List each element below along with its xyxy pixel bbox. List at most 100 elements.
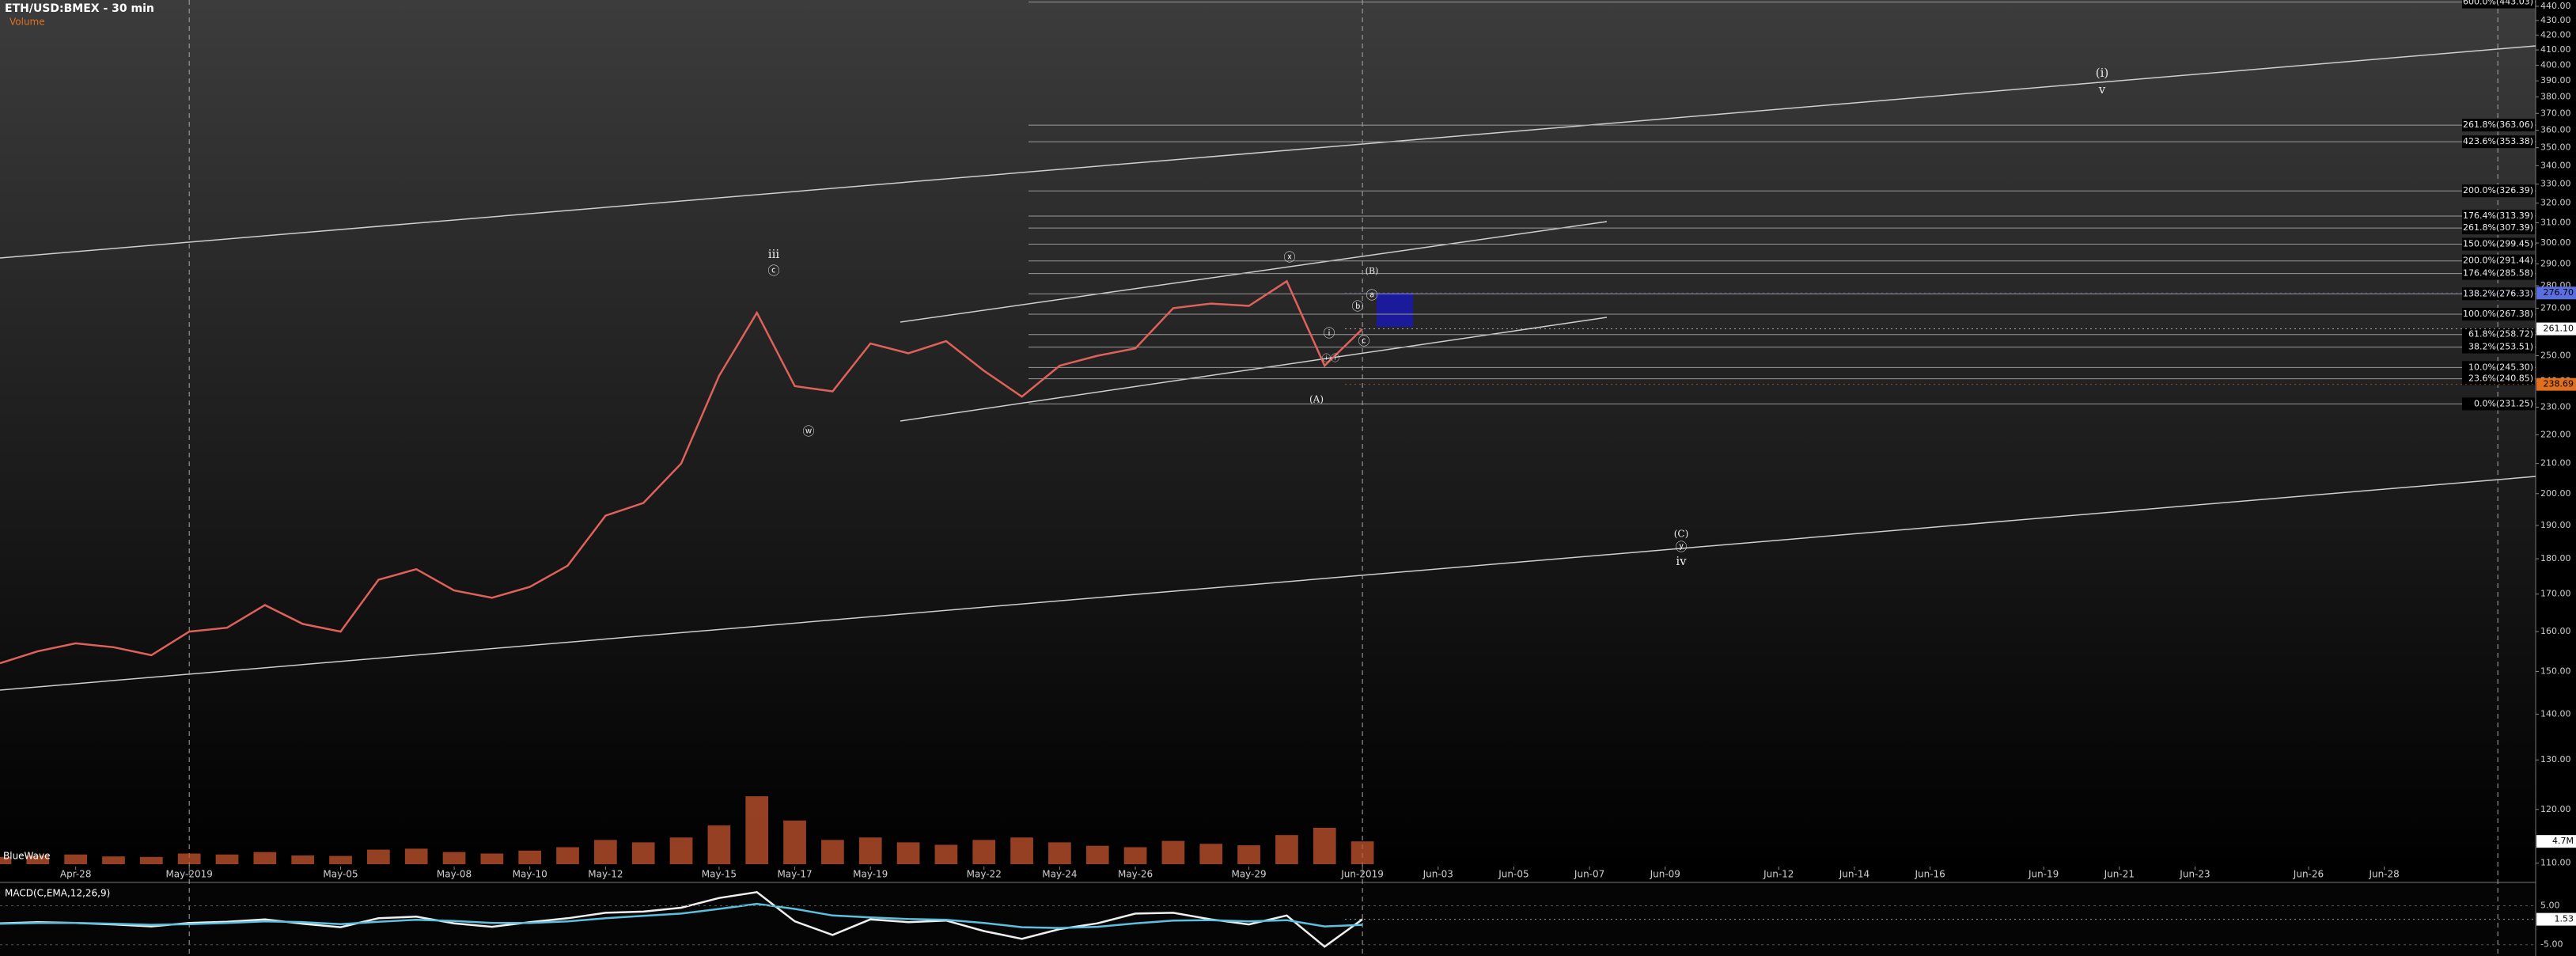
x-tick-label: Jun-2019 [1340, 869, 1384, 880]
volume-bar [404, 848, 428, 864]
volume-bar [594, 840, 617, 864]
volume-bar [253, 852, 277, 864]
price-marker-label: 238.69 [2544, 379, 2574, 389]
y-tick-label: 200.00 [2540, 488, 2571, 499]
y-tick-label: 330.00 [2540, 179, 2571, 189]
y-tick-label: 440.00 [2540, 1, 2571, 11]
price-marker [2536, 322, 2576, 336]
y-tick-label: 220.00 [2540, 429, 2571, 439]
volume-bar [1199, 844, 1223, 864]
volume-bar [64, 854, 88, 864]
fib-label: 23.6%(240.85) [2468, 374, 2533, 384]
y-tick-label: 190.00 [2540, 520, 2571, 530]
fib-label-bg [2462, 209, 2535, 222]
y-tick-label: 310.00 [2540, 217, 2571, 227]
series-line [0, 890, 1363, 948]
y-tick-label: 340.00 [2540, 160, 2571, 170]
price-marker [2536, 377, 2576, 391]
fib-label-bg [2462, 307, 2535, 321]
fib-label: 10.0%(245.30) [2468, 362, 2533, 372]
volume-bar [442, 852, 466, 864]
volume-bar [1123, 847, 1147, 864]
target-box [1377, 293, 1413, 327]
volume-bar [0, 856, 12, 864]
fib-label-bg [2462, 237, 2535, 251]
fib-label: 423.6%(353.38) [2463, 136, 2533, 146]
x-tick-label: May-19 [853, 869, 888, 880]
fib-label: 61.8%(258.72) [2468, 329, 2533, 340]
y-tick-label: 350.00 [2540, 142, 2571, 153]
wave-label: (C) [1674, 529, 1689, 540]
volume-bar [1351, 841, 1374, 864]
price-marker-label: 276.70 [2544, 287, 2574, 298]
x-tick-label: Jun-26 [2293, 869, 2324, 880]
wave-label: iii [768, 247, 780, 261]
x-tick-label: Apr-28 [60, 869, 92, 880]
wave-label: ⓐ [1366, 288, 1377, 302]
y-tick-label: 130.00 [2540, 754, 2571, 764]
watermark: BlueWave [3, 851, 51, 862]
price-marker [2536, 912, 2576, 926]
volume-bar [631, 842, 655, 864]
fib-label: 176.4%(285.58) [2463, 268, 2533, 279]
volume-bar [177, 853, 201, 864]
x-tick-label: Jun-28 [2368, 869, 2399, 880]
wave-label: (A) [1309, 394, 1324, 405]
fib-label-bg [2462, 184, 2535, 198]
x-tick-label: Jun-23 [2179, 869, 2210, 880]
y-tick-label: 420.00 [2540, 29, 2571, 40]
wave-label: ⓑ [1351, 299, 1363, 313]
x-tick-label: May-22 [967, 869, 1002, 880]
fib-label-bg [2462, 397, 2535, 411]
macd-tick-label: 5.00 [2540, 901, 2560, 911]
volume-bar [291, 855, 315, 864]
wave-label: ⓨ [1675, 540, 1687, 554]
volume-bar [1085, 845, 1109, 864]
volume-bar [215, 854, 239, 864]
fib-label: 200.0%(326.39) [2463, 185, 2533, 195]
series-line [0, 279, 1363, 665]
fib-label: 150.0%(299.45) [2463, 239, 2533, 249]
fib-label: 600.0%(443.03) [2463, 0, 2533, 7]
trendline [0, 476, 2536, 691]
fib-label: 100.0%(267.38) [2463, 309, 2533, 319]
wave-label: ⓧ [1283, 250, 1295, 264]
x-tick-label: Jun-03 [1422, 869, 1453, 880]
fib-label-bg [2462, 254, 2535, 267]
x-tick-label: May-17 [777, 869, 812, 880]
fib-label-bg [2462, 0, 2535, 9]
macd-tick-label: -5.00 [2540, 939, 2563, 950]
volume-bar [858, 837, 882, 864]
y-tick-label: 290.00 [2540, 259, 2571, 269]
macd-title: MACD(C,EMA,12,26,9) [5, 888, 110, 899]
volume-bar [518, 850, 542, 864]
y-tick-label: 410.00 [2540, 44, 2571, 55]
price-marker [2536, 286, 2576, 300]
volume-bar [1275, 835, 1298, 864]
volume-bar [1161, 840, 1185, 864]
volume-marker-label: 4.7M [2552, 836, 2574, 846]
y-tick-label: 380.00 [2540, 91, 2571, 101]
x-tick-label: Jun-12 [1763, 869, 1794, 880]
x-tick-label: Jun-16 [1914, 869, 1945, 880]
wave-label: ⓒ [1358, 334, 1369, 348]
y-tick-label: 170.00 [2540, 589, 2571, 599]
price-marker-label: 261.10 [2544, 324, 2574, 334]
fib-label: 176.4%(313.39) [2463, 211, 2533, 221]
volume-bar [556, 847, 579, 864]
wave-label: (B) [1366, 266, 1379, 276]
x-tick-label: Jun-21 [2104, 869, 2135, 880]
y-tick-label: 390.00 [2540, 75, 2571, 85]
volume-bar [669, 837, 693, 864]
y-tick-label: 160.00 [2540, 626, 2571, 636]
volume-marker [2536, 835, 2576, 848]
x-tick-label: Jun-19 [2028, 869, 2059, 880]
fib-label: 38.2%(253.51) [2468, 342, 2533, 352]
fib-label-bg [2462, 361, 2535, 374]
fib-label-bg [2462, 372, 2535, 385]
volume-bar [934, 844, 958, 864]
y-tick-label: 230.00 [2540, 402, 2571, 412]
wave-labels: iii ⓒ ⓦ ⓧ (B) ⓐ ⓑ ⓒ ⓘ ⓘⓘ (A) (i) v (C) ⓨ… [767, 66, 2108, 568]
